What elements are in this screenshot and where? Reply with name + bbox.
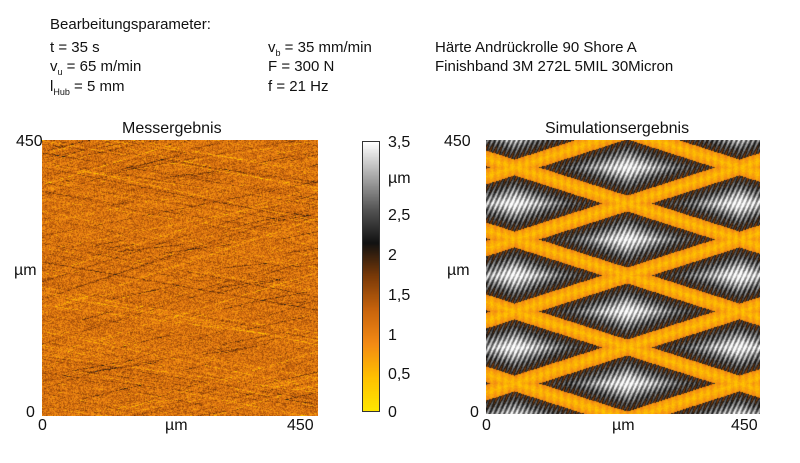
y-label-measurement: µm [14,262,37,279]
y-tick-bottom-simulation: 0 [470,404,479,421]
x-label-simulation: µm [612,417,635,434]
colorbar-unit: µm [388,170,411,187]
param-vu: vu = 65 m/min [50,58,142,77]
colorbar-tick-2: 2 [388,247,397,264]
chart-title-simulation: Simulationsergebnis [545,120,690,137]
x-label-measurement: µm [165,417,188,434]
chart-title-measurement: Messergebnis [122,120,222,137]
y-label-simulation: µm [447,262,470,279]
param-lhub: lHub = 5 mm [50,78,125,97]
y-tick-bottom-measurement: 0 [26,404,35,421]
simulation-heatmap [486,140,760,414]
colorbar-tick-2-5: 2,5 [388,207,411,224]
colorbar [362,141,380,412]
x-tick-right-measurement: 450 [287,417,314,434]
colorbar-tick-1-5: 1,5 [388,287,411,304]
x-tick-left-measurement: 0 [38,417,47,434]
param-t: t = 35 s [50,39,100,56]
colorbar-tick-0-5: 0,5 [388,366,411,383]
y-tick-top-simulation: 450 [444,133,471,150]
param-f-freq: f = 21 Hz [268,78,329,95]
x-tick-right-simulation: 450 [731,417,758,434]
y-tick-top-measurement: 450 [16,133,43,150]
colorbar-tick-0: 0 [388,404,397,421]
measurement-heatmap [42,140,318,416]
param-finishing-tape: Finishband 3M 272L 5MIL 30Micron [435,58,674,75]
x-tick-left-simulation: 0 [482,417,491,434]
param-roller-hardness: Härte Andrückrolle 90 Shore A [435,39,637,56]
param-vb: vb = 35 mm/min [268,39,372,58]
colorbar-tick-1: 1 [388,327,397,344]
colorbar-tick-3-5: 3,5 [388,134,411,151]
param-f-force: F = 300 N [268,58,335,75]
params-title: Bearbeitungsparameter: [50,16,211,33]
